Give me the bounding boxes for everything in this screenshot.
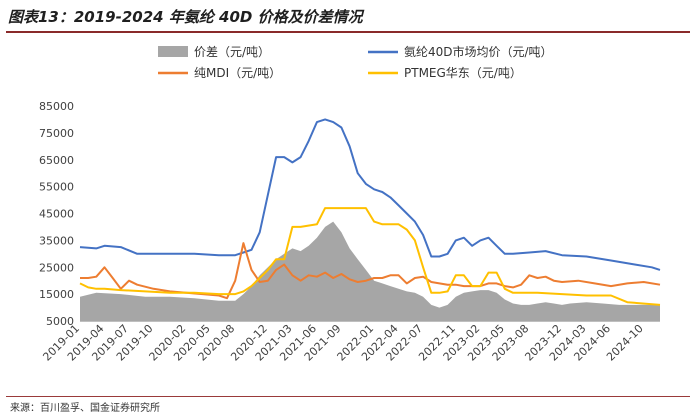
y-tick-label: 45000	[39, 208, 74, 221]
figure-title: 图表13：2019-2024 年氨纶 40D 价格及价差情况	[8, 8, 363, 26]
y-tick-label: 5000	[46, 315, 74, 328]
y-tick-label: 65000	[39, 154, 74, 167]
series-spread-area	[80, 221, 660, 321]
y-tick-label: 25000	[39, 261, 74, 274]
plot-area	[79, 118, 661, 321]
legend-label: 价差（元/吨）	[194, 45, 270, 59]
y-tick-label: 55000	[39, 181, 74, 194]
legend-label: 纯MDI（元/吨）	[194, 66, 281, 80]
x-tick-label: 2024-10	[604, 322, 646, 364]
series-ptmeg-line	[79, 207, 661, 306]
y-tick-label: 35000	[39, 234, 74, 247]
legend-item-ptmeg: PTMEG华东（元/吨）	[368, 66, 522, 80]
title-rule	[6, 31, 690, 33]
y-tick-label: 75000	[39, 127, 74, 140]
source-note: 来源：百川盈孚、国金证券研究所	[10, 403, 160, 414]
series-spandex-line	[79, 118, 661, 271]
legend-item-spandex: 氨纶40D市场均价（元/吨）	[368, 44, 553, 59]
legend-label: PTMEG华东（元/吨）	[404, 66, 522, 80]
y-tick-label: 85000	[39, 100, 74, 113]
x-axis: 2019-012019-042019-072019-102020-022020-…	[40, 321, 660, 364]
y-tick-label: 15000	[39, 288, 74, 301]
legend-item-spread: 价差（元/吨）	[158, 45, 270, 59]
source-rule	[6, 396, 690, 397]
legend-item-mdi: 纯MDI（元/吨）	[158, 66, 281, 80]
y-axis: 5000 15000 25000 35000 45000 55000 65000 75000 8…	[39, 100, 74, 328]
chart-legend: 价差（元/吨） 氨纶40D市场均价（元/吨） 纯MDI（元/吨） PTMEG华东（元/…	[158, 44, 553, 80]
legend-label: 氨纶40D市场均价（元/吨）	[404, 44, 553, 59]
legend-swatch	[158, 46, 188, 57]
